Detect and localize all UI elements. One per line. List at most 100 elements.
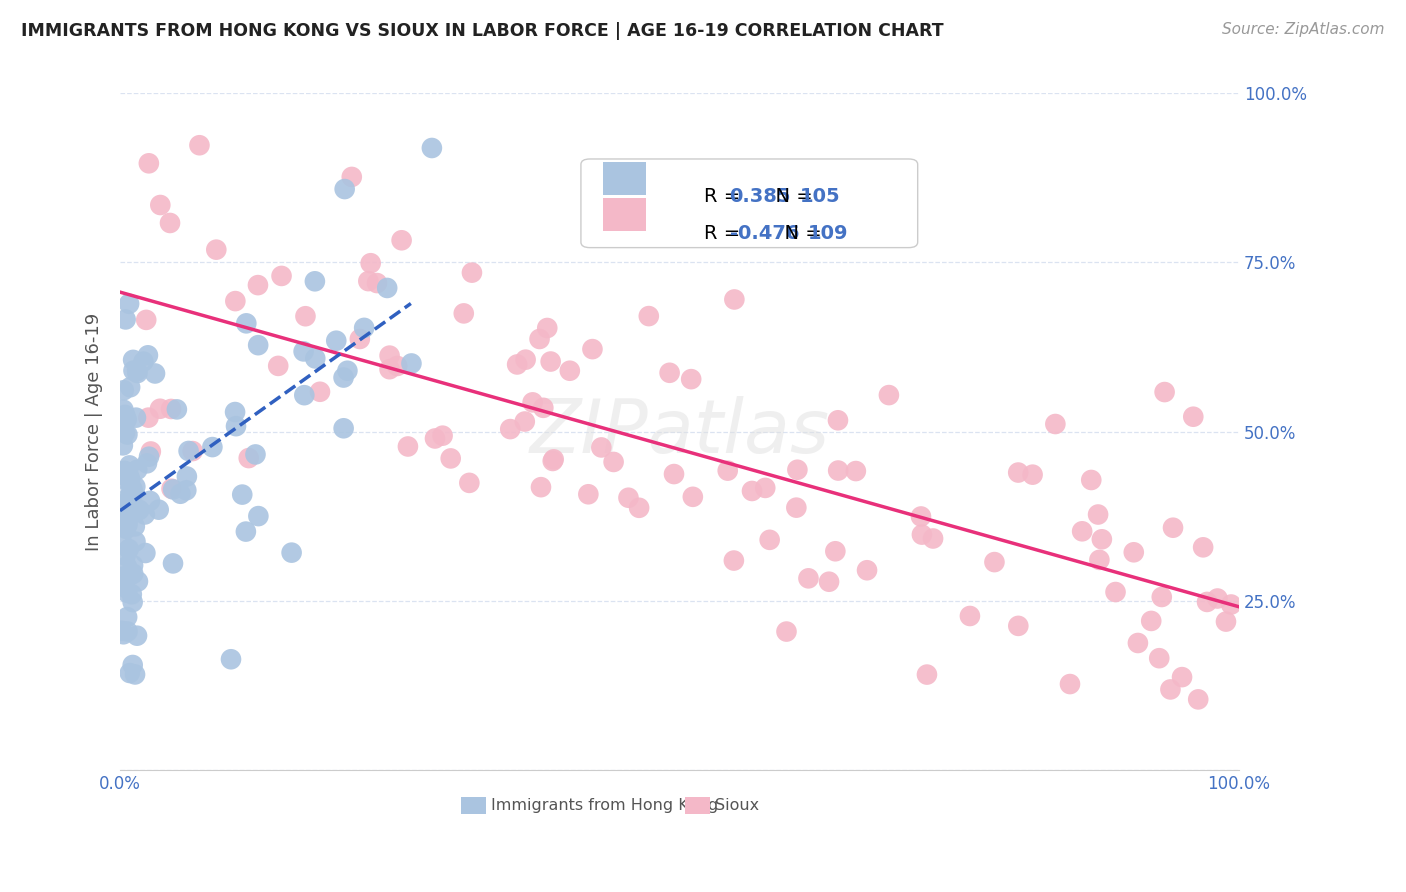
Point <box>177 444 200 458</box>
Point <box>247 509 270 524</box>
Point <box>1088 553 1111 567</box>
Point <box>1087 508 1109 522</box>
Point <box>1104 585 1126 599</box>
Point <box>181 444 204 458</box>
Point <box>111 472 134 486</box>
Point <box>378 362 401 376</box>
Point <box>1182 409 1205 424</box>
Point <box>118 542 141 557</box>
Point <box>353 321 375 335</box>
Point <box>117 511 139 525</box>
Point <box>959 609 981 624</box>
Point <box>121 658 143 673</box>
Point <box>357 274 380 288</box>
Point <box>1021 467 1043 482</box>
Point <box>225 419 247 434</box>
FancyBboxPatch shape <box>581 159 918 248</box>
Point <box>856 563 879 577</box>
Point <box>453 306 475 320</box>
Point <box>401 356 423 370</box>
Point <box>127 504 149 518</box>
Point <box>877 388 900 402</box>
Point <box>396 440 419 454</box>
Text: R =: R = <box>704 187 747 206</box>
Point <box>139 494 162 508</box>
Point <box>112 383 135 397</box>
Point <box>134 508 156 522</box>
Point <box>219 652 242 666</box>
Point <box>602 455 624 469</box>
Point <box>366 276 388 290</box>
Point <box>124 667 146 681</box>
Point <box>461 266 484 280</box>
Point <box>124 519 146 533</box>
Text: 105: 105 <box>800 187 841 206</box>
Point <box>1187 692 1209 706</box>
Point <box>1206 591 1229 606</box>
Point <box>332 421 354 435</box>
Point <box>391 233 413 247</box>
Point <box>911 527 934 541</box>
Point <box>135 313 157 327</box>
Point <box>112 627 135 641</box>
Point <box>628 500 651 515</box>
Bar <box>461 797 486 814</box>
Point <box>458 475 481 490</box>
Point <box>1192 541 1215 555</box>
Point <box>1150 590 1173 604</box>
Point <box>111 422 134 436</box>
Point <box>827 464 849 478</box>
Point <box>617 491 640 505</box>
Point <box>558 364 581 378</box>
Point <box>785 500 807 515</box>
Text: N =: N = <box>763 187 820 206</box>
Point <box>122 363 145 377</box>
Point <box>775 624 797 639</box>
Point <box>375 281 398 295</box>
Point <box>120 473 142 487</box>
Point <box>915 667 938 681</box>
Point <box>758 533 780 547</box>
Point <box>238 451 260 466</box>
Point <box>581 342 603 356</box>
Point <box>824 544 846 558</box>
Point <box>138 450 160 464</box>
Point <box>340 169 363 184</box>
Point <box>499 422 522 436</box>
Point <box>112 402 135 417</box>
Point <box>1007 619 1029 633</box>
Point <box>1147 651 1170 665</box>
Point <box>112 569 135 583</box>
Point <box>110 532 132 546</box>
Point <box>292 388 315 402</box>
Point <box>120 568 142 582</box>
Point <box>122 558 145 573</box>
Point <box>1045 417 1067 431</box>
Point <box>1159 682 1181 697</box>
Point <box>1059 677 1081 691</box>
Point <box>125 629 148 643</box>
Point <box>188 138 211 153</box>
Point <box>332 370 354 384</box>
Text: Sioux: Sioux <box>716 797 759 813</box>
Point <box>143 367 166 381</box>
Point <box>114 312 136 326</box>
Point <box>115 491 138 506</box>
Point <box>723 553 745 567</box>
Point <box>1195 595 1218 609</box>
Point <box>246 278 269 293</box>
Point <box>827 413 849 427</box>
Point <box>576 487 599 501</box>
Point <box>224 294 246 309</box>
Point <box>128 503 150 517</box>
Point <box>127 364 149 378</box>
Point <box>910 509 932 524</box>
Point <box>160 401 183 416</box>
Point <box>1220 598 1243 612</box>
Point <box>114 425 136 440</box>
Point <box>325 334 347 348</box>
Point <box>530 480 553 494</box>
Point <box>224 405 246 419</box>
Point <box>540 354 562 368</box>
Text: ZIPatlas: ZIPatlas <box>529 396 830 467</box>
